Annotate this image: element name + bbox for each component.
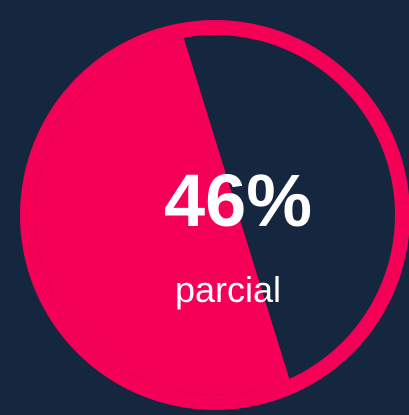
value-label: 46% <box>164 159 312 242</box>
caption: parcial <box>175 269 281 310</box>
gauge-marks <box>20 20 409 410</box>
gauge-fill <box>35 37 290 395</box>
